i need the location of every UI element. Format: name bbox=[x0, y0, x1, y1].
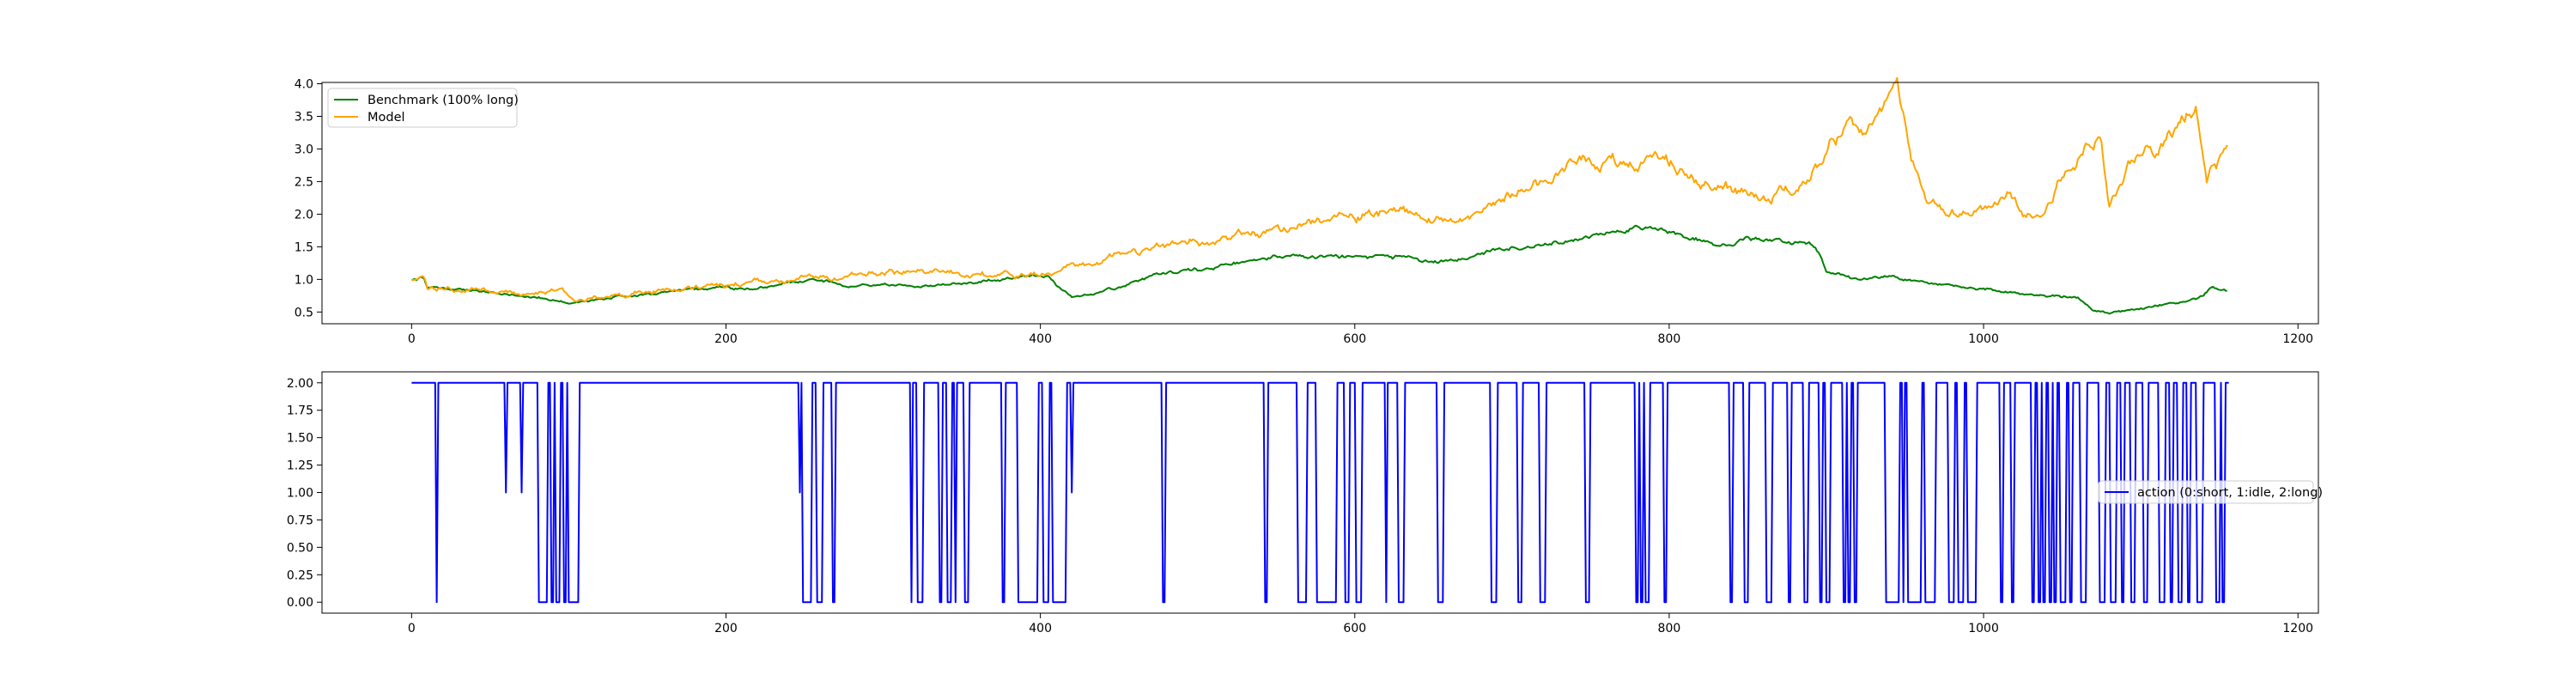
y-tick-label: 1.25 bbox=[287, 459, 313, 473]
legend-label-action: action (0:short, 1:idle, 2:long) bbox=[2137, 486, 2323, 500]
y-tick-label: 1.75 bbox=[287, 404, 313, 418]
series-line-model bbox=[410, 76, 2228, 303]
x-tick-label: 1000 bbox=[1968, 332, 1999, 346]
y-tick-label: 3.5 bbox=[295, 110, 313, 124]
y-tick-label: 0.00 bbox=[287, 596, 313, 610]
y-tick-label: 1.50 bbox=[287, 432, 313, 446]
series-line-action bbox=[411, 381, 2229, 604]
y-tick-label: 4.0 bbox=[295, 78, 313, 92]
x-tick-label: 800 bbox=[1658, 622, 1681, 635]
y-tick-label: 1.5 bbox=[295, 240, 313, 254]
x-tick-label: 800 bbox=[1658, 332, 1681, 346]
legend-box bbox=[2098, 480, 2314, 504]
legend-label-benchmark: Benchmark (100% long) bbox=[368, 94, 519, 107]
series-line-benchmark bbox=[411, 224, 2227, 315]
x-tick-label: 200 bbox=[714, 622, 738, 635]
plot-top-axes-frame bbox=[321, 82, 2319, 325]
plot-bottom-axes-frame bbox=[321, 371, 2319, 614]
x-tick-label: 600 bbox=[1343, 622, 1366, 635]
plot-top-ticks: 0 200 400 600 800 1000 1200 0.5 1.0 1.5 2.0 2.5 3.0 3… bbox=[295, 78, 2313, 346]
x-tick-label: 1200 bbox=[2282, 622, 2313, 635]
plot-top-data bbox=[410, 76, 2228, 315]
legend-box bbox=[327, 88, 518, 128]
plot-top-legend: Benchmark (100% long) Model bbox=[327, 88, 519, 128]
x-tick-label: 400 bbox=[1029, 332, 1052, 346]
y-tick-label: 2.5 bbox=[295, 175, 313, 189]
plot-bottom-data bbox=[411, 381, 2229, 604]
y-tick-label: 2.00 bbox=[287, 377, 313, 391]
y-tick-label: 1.0 bbox=[295, 273, 313, 287]
plot-top: 0 200 400 600 800 1000 1200 0.5 1.0 1.5 2.0 2.5 3.0 3… bbox=[295, 76, 2319, 346]
y-tick-label: 3.0 bbox=[295, 143, 313, 156]
y-tick-label: 0.50 bbox=[287, 541, 313, 555]
y-tick-label: 1.00 bbox=[287, 487, 313, 501]
y-tick-label: 0.75 bbox=[287, 514, 313, 527]
x-tick-label: 200 bbox=[714, 332, 738, 346]
y-tick-label: 0.5 bbox=[295, 306, 313, 319]
x-tick-label: 600 bbox=[1343, 332, 1366, 346]
x-tick-label: 0 bbox=[408, 332, 416, 346]
x-tick-label: 1000 bbox=[1968, 622, 1999, 635]
y-tick-label: 2.0 bbox=[295, 208, 313, 222]
plot-bottom-ticks: 0 200 400 600 800 1000 1200 0.00 0.25 0.50 0.75 1.0… bbox=[287, 377, 2313, 635]
x-tick-label: 1200 bbox=[2282, 332, 2313, 346]
plot-bottom: 0 200 400 600 800 1000 1200 0.00 0.25 0.50 0.75 1.0… bbox=[287, 371, 2323, 635]
x-tick-label: 0 bbox=[408, 622, 416, 635]
x-tick-label: 400 bbox=[1029, 622, 1052, 635]
y-tick-label: 0.25 bbox=[287, 568, 313, 582]
legend-label-model: Model bbox=[368, 111, 405, 125]
plot-bottom-legend: action (0:short, 1:idle, 2:long) bbox=[2098, 480, 2323, 504]
